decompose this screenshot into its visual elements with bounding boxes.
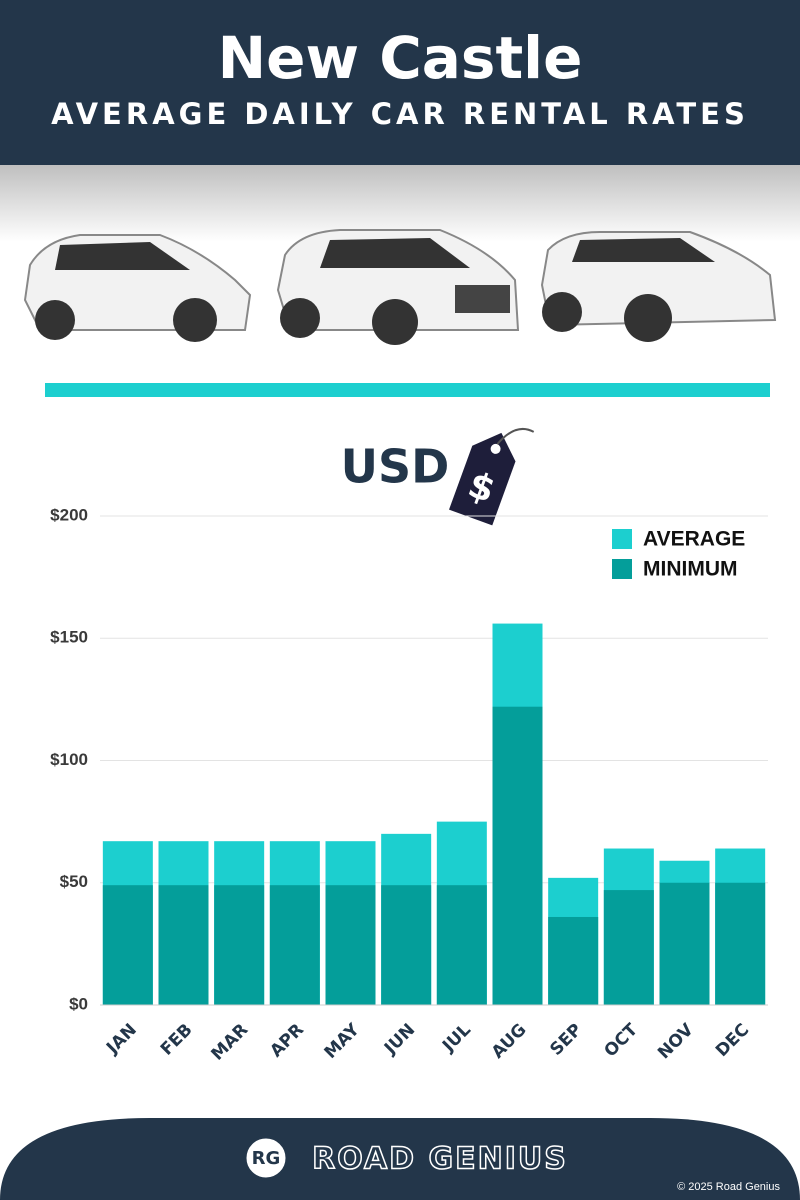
- bar: [381, 885, 432, 1005]
- y-tick-label: $200: [50, 505, 88, 524]
- y-tick-label: $0: [69, 994, 88, 1013]
- x-tick-label: JUL: [438, 1020, 475, 1057]
- logo-badge: [243, 1135, 289, 1181]
- y-tick-label: $150: [50, 628, 88, 647]
- copyright: © 2025 Road Genius: [677, 1181, 780, 1193]
- logo-initials: RG: [252, 1148, 281, 1169]
- x-tick-label: MAR: [208, 1020, 253, 1065]
- bar: [214, 885, 265, 1005]
- header-band: [0, 0, 800, 165]
- x-tick-label: NOV: [654, 1019, 698, 1063]
- car-crossover: [540, 231, 777, 342]
- car-hatchback: [23, 234, 252, 342]
- x-tick-label: AUG: [488, 1020, 531, 1063]
- bar: [436, 885, 487, 1005]
- y-tick-label: $50: [60, 872, 88, 891]
- x-tick-label: MAY: [321, 1019, 364, 1062]
- legend-swatch: [612, 529, 632, 549]
- bar: [715, 882, 766, 1005]
- x-tick-label: JUN: [380, 1020, 419, 1059]
- x-tick-label: DEC: [712, 1020, 753, 1061]
- footer-band: [0, 1118, 800, 1200]
- x-tick-label: JAN: [102, 1020, 141, 1059]
- bar: [492, 706, 543, 1005]
- plot: $0 $50 $100 $150 $200 JAN FEB MAR APR MAY JUN JUL AU…: [50, 505, 768, 1065]
- legend-label: MINIMUM: [643, 558, 737, 581]
- bar: [325, 885, 376, 1005]
- car-suv: [276, 229, 520, 345]
- bar: [158, 885, 209, 1005]
- legend-label: AVERAGE: [643, 528, 745, 551]
- legend-swatch: [612, 559, 632, 579]
- bar: [269, 885, 320, 1005]
- divider: [45, 383, 770, 397]
- bar: [548, 916, 599, 1005]
- currency-label: USD: [341, 440, 450, 494]
- x-tick-label: OCT: [601, 1020, 643, 1062]
- subtitle: AVERAGE DAILY CAR RENTAL RATES: [51, 97, 749, 131]
- brand: ROAD GENIUS: [312, 1142, 568, 1177]
- price-tag: $: [449, 428, 535, 526]
- x-tick-label: FEB: [157, 1020, 197, 1060]
- bar: [102, 885, 153, 1005]
- y-tick-label: $100: [50, 750, 88, 769]
- x-tick-label: APR: [266, 1020, 308, 1062]
- x-tick-label: SEP: [546, 1020, 586, 1060]
- title: New Castle: [218, 24, 583, 92]
- bar: [659, 882, 710, 1005]
- bar: [603, 890, 654, 1005]
